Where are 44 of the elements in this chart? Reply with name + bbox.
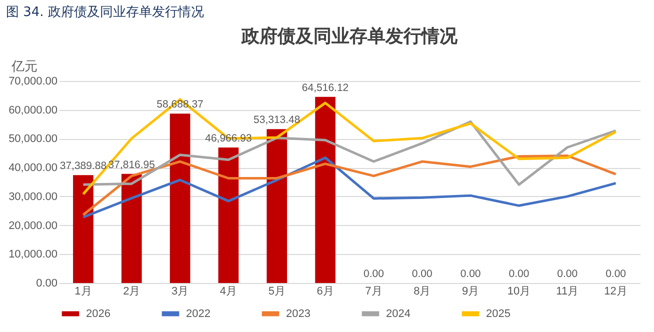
legend-label: 2024: [386, 308, 410, 320]
x-tick-label: 9月: [462, 286, 480, 298]
x-tick-label: 8月: [414, 286, 431, 298]
y-tick-label: 30,000.00: [8, 190, 58, 203]
legend-label: 2025: [486, 308, 510, 320]
data-label: 64,516.12: [302, 82, 349, 94]
legend-label: 2023: [286, 308, 310, 320]
x-tick-label: 12月: [604, 286, 628, 298]
x-tick-label: 7月: [365, 286, 382, 298]
y-tick-label: 60,000.00: [8, 104, 58, 116]
data-label: 0.00: [557, 268, 578, 280]
legend-label: 2022: [186, 308, 210, 320]
data-label: 0.00: [412, 268, 433, 280]
bar: [218, 147, 239, 283]
x-tick-label: 5月: [268, 286, 286, 298]
bar: [170, 114, 190, 283]
x-tick-label: 6月: [316, 286, 334, 298]
bar: [315, 96, 336, 283]
chart-title: 政府债及同业存单发行情况: [240, 26, 458, 46]
x-tick-label: 10月: [507, 286, 531, 298]
x-tick-label: 3月: [171, 286, 189, 298]
data-label: 0.00: [606, 268, 626, 280]
y-tick-label: 0.00: [36, 278, 58, 290]
y-tick-label: 70,000.00: [8, 76, 58, 88]
bar: [121, 174, 142, 283]
data-label: 37,389.88: [60, 160, 107, 172]
x-tick-label: 4月: [220, 286, 238, 298]
y-tick-label: 50,000.00: [8, 133, 58, 146]
data-label: 0.00: [460, 268, 481, 280]
y-tick-label: 40,000.00: [8, 162, 58, 174]
data-label: 53,313.48: [254, 114, 300, 126]
data-label: 0.00: [363, 268, 384, 280]
y-tick-label: 10,000.00: [8, 248, 58, 261]
data-label: 0.00: [508, 268, 530, 280]
bar: [266, 129, 288, 283]
legend-label: 2026: [86, 308, 110, 320]
data-label: 37,816.95: [108, 158, 156, 171]
x-tick-label: 11月: [556, 286, 579, 298]
x-tick-label: 1月: [74, 286, 92, 298]
bar: [73, 175, 94, 283]
y-axis-title: 亿元: [10, 58, 38, 74]
y-tick-label: 20,000.00: [8, 220, 58, 232]
x-tick-label: 2月: [123, 286, 140, 298]
caption: 图 34. 政府债及同业存单发行情况: [6, 4, 205, 21]
